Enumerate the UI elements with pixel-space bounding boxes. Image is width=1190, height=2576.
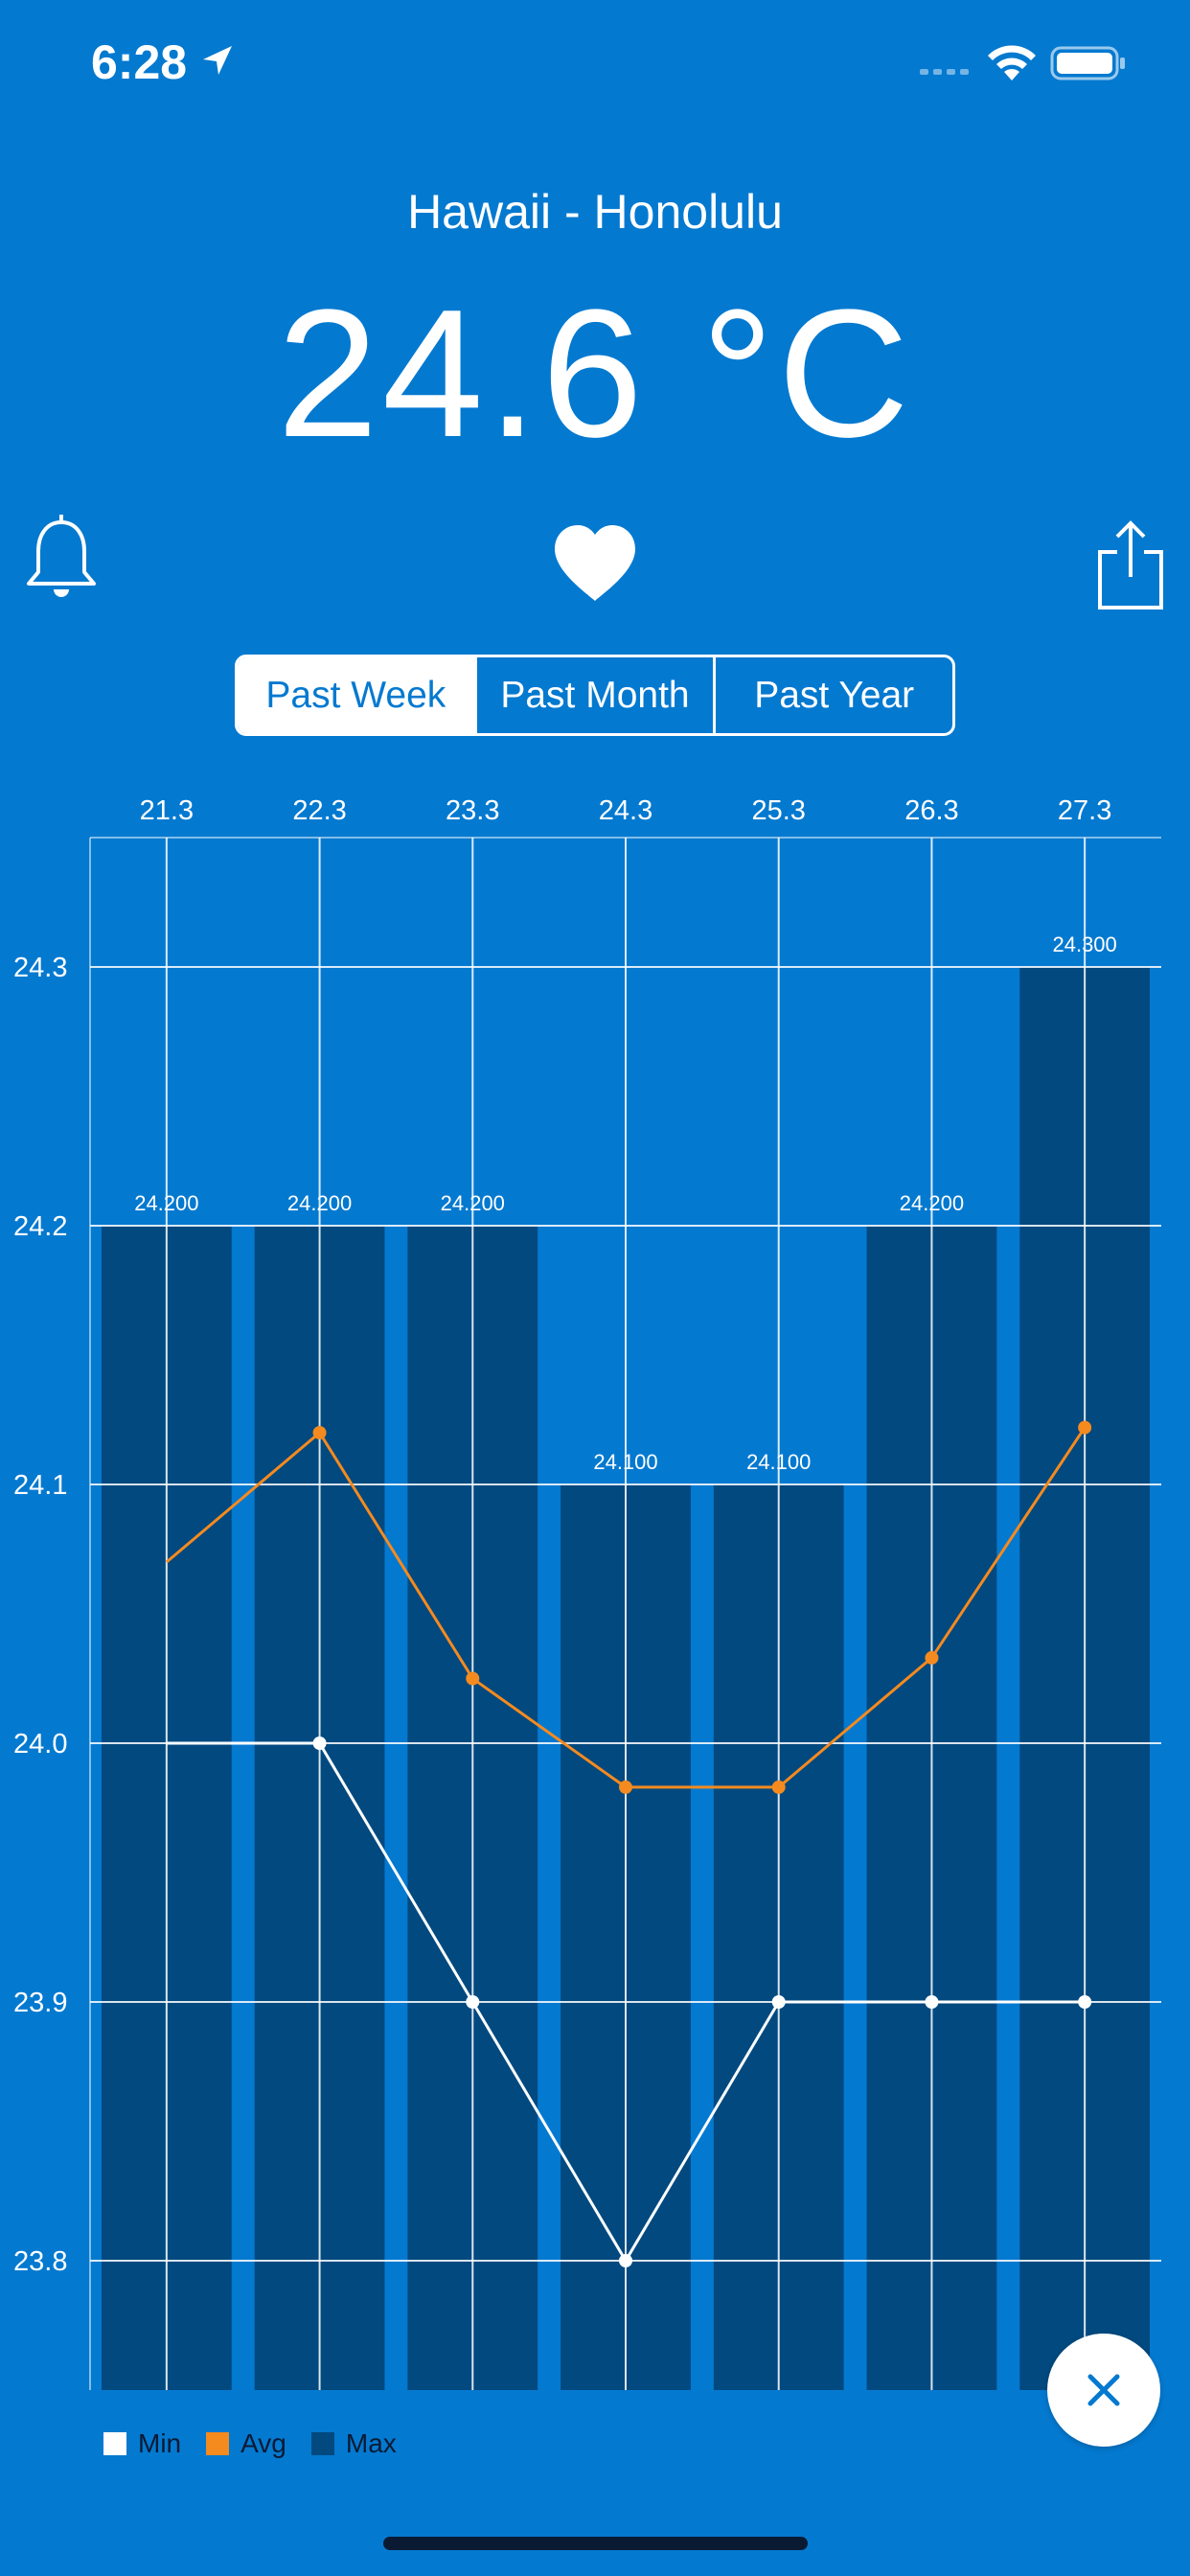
y-tick-label: 24.0	[13, 1729, 67, 1760]
y-tick-label: 24.3	[13, 953, 67, 983]
period-segmented-control: Past Week Past Month Past Year	[235, 655, 955, 736]
legend-item-max: Max	[310, 2428, 397, 2459]
bar-value-label: 24.100	[746, 1450, 811, 1474]
x-tick-label: 25.3	[751, 795, 805, 826]
battery-icon	[1050, 46, 1125, 80]
x-tick-label: 24.3	[599, 795, 652, 826]
avg-data-point	[466, 1671, 480, 1686]
share-icon	[1098, 520, 1163, 610]
bar-value-label: 24.200	[441, 1191, 505, 1215]
legend-label-max: Max	[345, 2428, 397, 2458]
city-title: Hawaii - Honolulu	[407, 185, 783, 239]
notification-button[interactable]	[23, 513, 100, 609]
min-data-point	[312, 1736, 327, 1750]
bar-value-label: 24.200	[134, 1191, 198, 1215]
x-tick-label: 23.3	[446, 795, 499, 826]
segment-past-year[interactable]: Past Year	[713, 657, 952, 733]
wifi-icon	[988, 45, 1036, 80]
temperature-chart: 24.3 24.2 24.1 24.0 23.9 23.8 21.3 22.3 23.3 24.3…	[0, 767, 1190, 2415]
bar-value-label: 24.300	[1052, 932, 1116, 956]
legend-swatch-avg	[206, 2432, 230, 2455]
x-tick-label: 22.3	[292, 795, 346, 826]
x-tick-label: 27.3	[1058, 795, 1111, 826]
current-temperature: 24.6 °C	[277, 272, 913, 475]
avg-data-point	[312, 1426, 327, 1439]
min-data-point	[1078, 1995, 1092, 2009]
chart-legend: Min Avg Max	[103, 2425, 422, 2463]
legend-swatch-max	[310, 2432, 334, 2455]
status-time: 6:28	[91, 35, 188, 89]
cellular-signal-icon	[920, 69, 969, 75]
segment-past-week[interactable]: Past Week	[238, 657, 474, 733]
y-tick-label: 24.1	[13, 1470, 67, 1501]
y-tick-label: 24.2	[13, 1211, 67, 1242]
y-tick-label: 23.9	[13, 1988, 67, 2018]
bell-icon	[27, 515, 96, 597]
status-bar: 6:28	[0, 0, 1190, 125]
chart-canvas: 24.3 24.2 24.1 24.0 23.9 23.8 21.3 22.3 23.3 24.3…	[13, 795, 1161, 2390]
legend-swatch-min	[103, 2432, 126, 2455]
min-data-point	[619, 2254, 632, 2267]
avg-data-point	[619, 1780, 632, 1794]
legend-item-min: Min	[103, 2428, 181, 2459]
close-button[interactable]	[1047, 2334, 1160, 2447]
y-tick-label: 23.8	[13, 2246, 67, 2277]
home-indicator	[383, 2537, 808, 2550]
share-button[interactable]	[1092, 518, 1169, 613]
legend-item-avg: Avg	[206, 2428, 286, 2459]
avg-data-point	[771, 1780, 786, 1794]
x-tick-label: 21.3	[140, 795, 194, 826]
bar-value-label: 24.100	[593, 1450, 657, 1474]
bar-value-label: 24.200	[900, 1191, 964, 1215]
min-data-point	[771, 1995, 786, 2009]
heart-icon	[555, 525, 635, 601]
legend-label-avg: Avg	[240, 2428, 286, 2458]
favorite-button[interactable]	[551, 522, 639, 604]
x-tick-label: 26.3	[904, 795, 958, 826]
min-data-point	[925, 1995, 939, 2009]
bar-value-label: 24.200	[287, 1191, 352, 1215]
min-data-point	[466, 1995, 480, 2009]
segment-past-month[interactable]: Past Month	[473, 657, 714, 733]
avg-data-point	[1078, 1420, 1092, 1435]
close-icon	[1087, 2374, 1120, 2406]
location-arrow-icon	[203, 46, 232, 75]
avg-data-point	[925, 1650, 939, 1665]
legend-label-min: Min	[138, 2428, 182, 2458]
